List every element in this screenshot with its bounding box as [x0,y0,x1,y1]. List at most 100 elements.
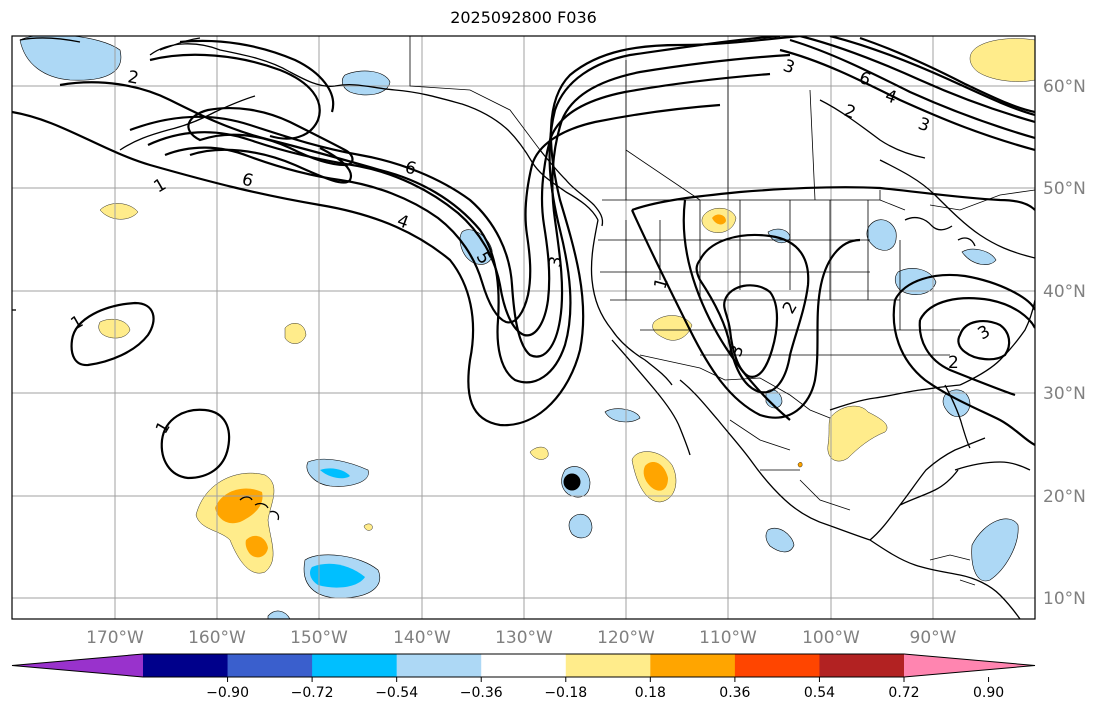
fill-patch-gulf-small [797,462,803,468]
coast-arctic [19,37,201,51]
contour-east-canada-1 [779,48,1035,152]
fill-patch-mex-s [765,527,795,553]
lon-label-130w: 130°W [495,628,553,648]
colorbar-segment [819,654,905,677]
contour-label-7: 3 [545,255,567,269]
contour-east-canada-5 [859,36,1035,114]
contour-lines [12,36,1035,480]
coast-east-us [959,299,1035,386]
lat-label-10n: 10°N [1043,589,1086,609]
colorbar-tick-label: −0.90 [206,685,249,701]
border-us-states-1 [625,200,901,330]
contour-label-4: 6 [403,158,419,180]
lon-label-120w: 120°W [597,628,655,648]
contour-upper-nw-2 [179,39,335,113]
contour-closed-1 [70,301,155,367]
fill-patch-pac-yellow3 [284,323,307,344]
coast-mexico-w [679,379,871,541]
coast-hawaii [239,496,280,521]
coast-yucatan [899,469,959,506]
colorbar-segment [481,654,567,677]
lon-label-90w: 90°W [910,628,957,648]
fill-patch-mex-w-core [643,462,668,491]
lat-label-40n: 40°N [1043,282,1086,302]
fill-patch-caribbean [971,518,1019,582]
contour-us-ridge-1 [631,186,1035,212]
fill-patch-hawaii-core2 [245,535,268,558]
fill-patch-nw [19,36,122,81]
anomaly-fills [19,36,1035,619]
border-mexico-states [729,419,851,511]
colorbar-tick-label: −0.18 [544,685,587,701]
colorbar-extend-high [904,654,1035,677]
lat-label-60n: 60°N [1043,77,1086,97]
contour-us-trough-1 [695,233,810,394]
contour-north-pacific-3 [129,53,791,358]
contour-label-1: 2 [126,67,140,89]
longitude-axis: 170°W 160°W 150°W 140°W 130°W 120°W 110°… [86,628,957,648]
border-alaska-canada [409,36,541,151]
contour-north-pacific-6 [187,107,354,167]
lon-label-160w: 160°W [188,628,246,648]
coast-central-america [869,539,1021,619]
contour-label-3: 6 [240,170,256,192]
contour-north-pacific-1 [12,36,801,427]
contour-north-pacific-7 [189,147,353,184]
fill-patch-alaska-gulf [341,70,391,96]
coast-great-lakes [904,216,976,247]
contour-closed-2 [160,408,231,480]
coast-alaska [149,43,599,221]
storm-marker [563,473,581,491]
contour-southeast-3 [957,320,1011,361]
contour-southeast-2 [918,297,1035,397]
colorbar-tick-label: −0.54 [375,685,418,701]
border-us-canada [602,189,1035,211]
colorbar-tick-label: −0.72 [291,685,334,701]
contour-east-canada-3 [799,36,1035,124]
fill-patch-south-pac-core [310,563,365,588]
fill-patch-pac-yellow1 [99,203,139,220]
coast-baja [611,339,691,456]
contour-upper-nw [149,53,321,140]
lon-label-150w: 150°W [290,628,348,648]
lon-label-100w: 100°W [802,628,860,648]
fill-patch-hawaii-core1 [215,488,263,524]
fill-patch-southwest [652,315,693,341]
colorbar-tick-label: 0.90 [973,685,1004,701]
coast-hudson [819,99,926,159]
contour-east-canada-2 [789,38,1035,140]
latitude-axis: 60°N 50°N 40°N 30°N 20°N 10°N [1043,77,1086,609]
colorbar-tick-label: 0.72 [888,685,919,701]
border-central-america [929,554,976,586]
contour-label-18: 2 [948,353,959,373]
colorbar-tick-label: −0.36 [460,685,503,701]
fill-patch-bottom [267,610,291,619]
fill-patch-baja-off [604,408,641,423]
fill-patch-gulf [827,405,888,462]
border-canada-provinces [625,60,816,201]
fill-patch-pac-yellow2 [98,319,131,339]
fill-patch-small-yellow [363,523,373,531]
coastlines [12,37,1035,619]
colorbar-segment [650,654,736,677]
fill-patch-hawaii-n-core [320,468,350,479]
coast-canada-east [879,159,1035,259]
colorbar-segment [565,654,651,677]
fill-patch-ohio [961,248,997,265]
contour-east-canada-4 [829,36,1035,117]
colorbar-segment [734,654,820,677]
colorbar-tick-label: 0.36 [719,685,750,701]
fill-patch-idaho-core [712,214,726,225]
border-us-mexico [639,354,831,419]
fill-patch-pac-mid2 [568,513,593,539]
colorbar-tick-label: 0.18 [635,685,666,701]
fill-patch-labrador [969,38,1035,82]
colorbar-segment [312,654,398,677]
colorbar-segment [396,654,482,677]
colorbar-segment [227,654,313,677]
lon-label-110w: 110°W [699,628,757,648]
lon-label-140w: 140°W [393,628,451,648]
coast-us-west [590,219,673,386]
contour-north-pacific-5 [164,103,721,324]
